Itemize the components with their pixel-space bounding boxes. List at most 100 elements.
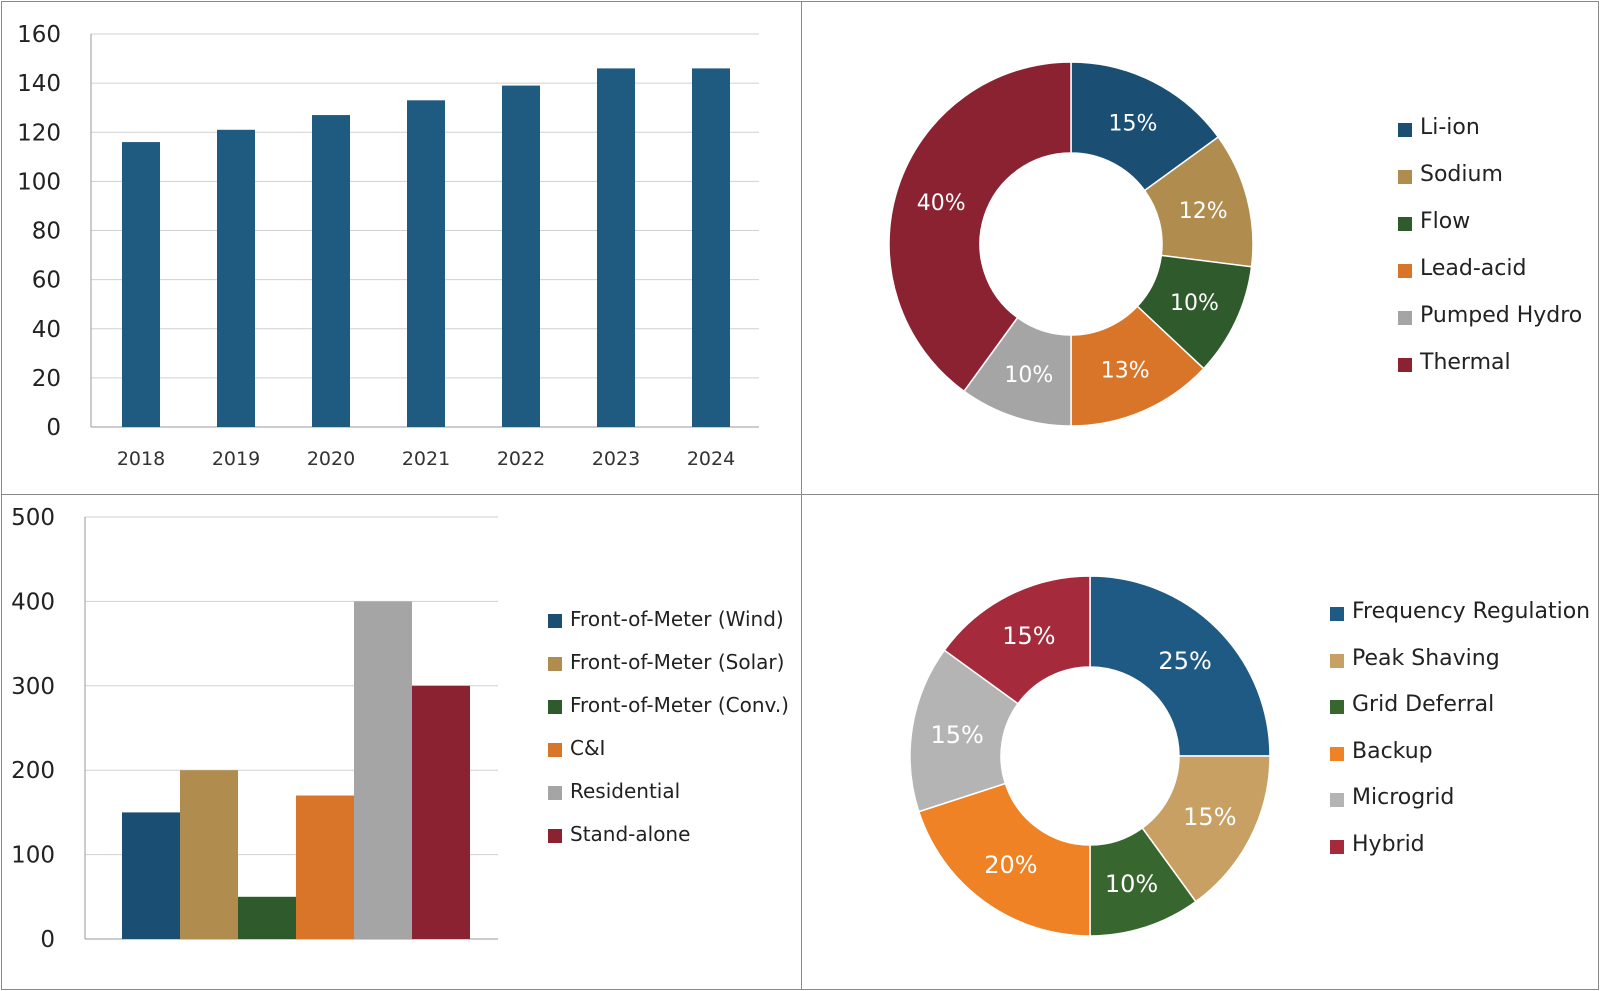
slice-percent-label: 25% bbox=[1158, 647, 1211, 675]
y-tick-label: 60 bbox=[32, 268, 61, 294]
legend-label: Peak Shaving bbox=[1352, 645, 1500, 671]
legend-item: Li-ion bbox=[1398, 115, 1582, 162]
legend-swatch bbox=[548, 786, 562, 800]
x-tick-label: 2019 bbox=[212, 448, 260, 470]
legend-label: C&I bbox=[570, 736, 606, 760]
x-tick-label: 2018 bbox=[117, 448, 165, 470]
legend-item: Microgrid bbox=[1330, 785, 1590, 832]
technology-legend: Li-ion Sodium Flow Lead-acid Pumped Hydr… bbox=[1398, 115, 1582, 397]
legend-item: Lead-acid bbox=[1398, 256, 1582, 303]
legend-swatch bbox=[1330, 607, 1344, 621]
x-tick-label: 2021 bbox=[402, 448, 450, 470]
bar bbox=[296, 795, 354, 939]
segment-legend: Front-of-Meter (Wind) Front-of-Meter (So… bbox=[548, 607, 789, 865]
y-tick-label: 100 bbox=[11, 843, 55, 869]
donut-slice bbox=[943, 575, 1091, 705]
legend-label: Stand-alone bbox=[570, 822, 691, 846]
legend-item: Backup bbox=[1330, 739, 1590, 786]
technology-donut-chart: 15% 12% 10% 13% 10% 40% bbox=[888, 61, 1254, 427]
application-legend: Frequency Regulation Peak Shaving Grid D… bbox=[1330, 599, 1590, 878]
legend-item: Sodium bbox=[1398, 162, 1582, 209]
legend-label: Flow bbox=[1420, 209, 1471, 234]
donut-slice bbox=[1089, 575, 1271, 757]
legend-item: C&I bbox=[548, 736, 789, 779]
slice-percent-label: 40% bbox=[917, 191, 966, 216]
slice-percent-label: 20% bbox=[984, 851, 1037, 879]
legend-label: Front-of-Meter (Conv.) bbox=[570, 693, 789, 717]
bar bbox=[407, 100, 445, 427]
legend-swatch bbox=[548, 700, 562, 714]
legend-swatch bbox=[548, 657, 562, 671]
legend-item: Hybrid bbox=[1330, 832, 1590, 879]
x-tick-label: 2023 bbox=[592, 448, 640, 470]
y-tick-label: 400 bbox=[11, 589, 55, 615]
legend-swatch bbox=[1330, 653, 1344, 668]
y-tick-label: 200 bbox=[11, 758, 55, 784]
bar bbox=[597, 68, 635, 427]
legend-item: Residential bbox=[548, 779, 789, 822]
slice-percent-label: 15% bbox=[1109, 111, 1158, 136]
slice-percent-label: 13% bbox=[1101, 358, 1150, 383]
bar bbox=[217, 129, 255, 427]
bar bbox=[502, 85, 540, 428]
legend-item: Front-of-Meter (Solar) bbox=[548, 650, 789, 693]
legend-swatch bbox=[1330, 746, 1344, 761]
legend-swatch bbox=[1398, 170, 1412, 184]
donut-slice bbox=[888, 61, 1072, 393]
legend-label: Residential bbox=[570, 779, 681, 803]
legend-label: Microgrid bbox=[1352, 785, 1455, 810]
slice-percent-label: 15% bbox=[1183, 803, 1236, 831]
legend-label: Sodium bbox=[1420, 162, 1503, 187]
legend-swatch bbox=[548, 614, 562, 628]
legend-swatch bbox=[1398, 264, 1412, 278]
legend-item: Peak Shaving bbox=[1330, 646, 1590, 693]
legend-item: Frequency Regulation bbox=[1330, 599, 1590, 646]
legend-swatch bbox=[1398, 217, 1412, 231]
slice-percent-label: 10% bbox=[1105, 870, 1158, 898]
y-tick-label: 0 bbox=[40, 927, 55, 953]
bar bbox=[122, 812, 180, 939]
donut-slice bbox=[1070, 61, 1220, 192]
legend-label: Li-ion bbox=[1420, 115, 1480, 140]
legend-item: Front-of-Meter (Wind) bbox=[548, 607, 789, 650]
legend-label: Hybrid bbox=[1352, 831, 1425, 857]
bar bbox=[412, 685, 470, 939]
legend-item: Grid Deferral bbox=[1330, 692, 1590, 739]
legend-label: Front-of-Meter (Wind) bbox=[570, 607, 784, 631]
legend-label: Pumped Hydro bbox=[1420, 303, 1583, 328]
slice-percent-label: 10% bbox=[1170, 291, 1219, 316]
application-donut-chart: 25% 15% 10% 20% 15% 15% bbox=[909, 575, 1271, 937]
y-tick-label: 300 bbox=[11, 674, 55, 700]
y-tick-label: 160 bbox=[17, 22, 61, 48]
legend-swatch bbox=[1398, 123, 1412, 137]
y-tick-label: 120 bbox=[17, 120, 61, 146]
bar bbox=[692, 68, 730, 427]
legend-label: Frequency Regulation bbox=[1352, 599, 1591, 624]
legend-item: Front-of-Meter (Conv.) bbox=[548, 693, 789, 736]
legend-label: Grid Deferral bbox=[1352, 692, 1495, 717]
legend-label: Lead-acid bbox=[1420, 256, 1527, 281]
y-tick-label: 20 bbox=[32, 366, 61, 392]
slice-percent-label: 15% bbox=[930, 721, 983, 749]
segment-bar-chart: 0 100 200 300 400 500 bbox=[11, 505, 498, 953]
legend-swatch bbox=[548, 743, 562, 757]
legend-swatch bbox=[1398, 358, 1412, 372]
legend-label: Thermal bbox=[1420, 350, 1511, 375]
donut-slice bbox=[917, 782, 1091, 937]
legend-swatch bbox=[1330, 793, 1344, 807]
donut-slice bbox=[909, 649, 1020, 813]
bar bbox=[122, 142, 160, 427]
slice-percent-label: 12% bbox=[1179, 199, 1228, 224]
x-tick-label: 2024 bbox=[687, 448, 735, 470]
legend-label: Front-of-Meter (Solar) bbox=[570, 650, 785, 674]
slice-percent-label: 10% bbox=[1004, 363, 1053, 388]
bar bbox=[238, 896, 296, 939]
legend-item: Flow bbox=[1398, 209, 1582, 256]
donut-slice bbox=[1141, 755, 1271, 903]
segment-bar-chart-panel: 0 100 200 300 400 500 Front-of-Meter (Wind) F… bbox=[1, 494, 802, 990]
legend-swatch bbox=[1398, 311, 1412, 325]
legend-item: Thermal bbox=[1398, 350, 1582, 397]
y-tick-label: 500 bbox=[11, 505, 55, 531]
y-tick-label: 40 bbox=[32, 317, 61, 343]
